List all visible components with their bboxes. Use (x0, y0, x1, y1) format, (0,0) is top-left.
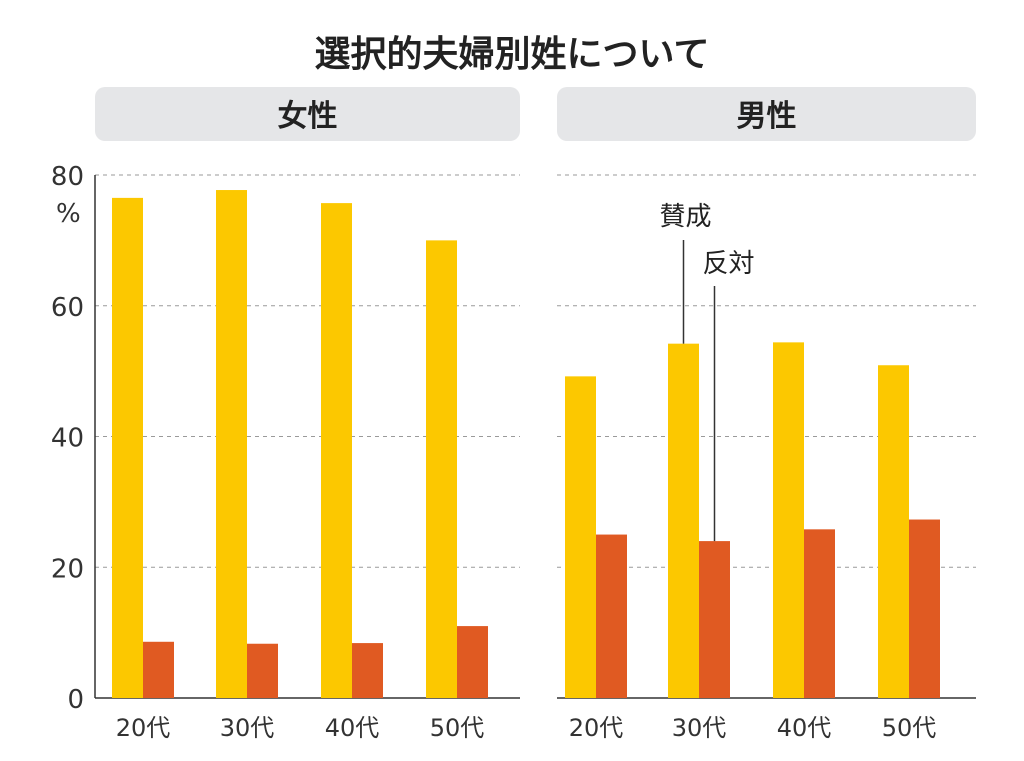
y-tick-label-80: 80 (51, 162, 84, 192)
bar-women-support-40代 (321, 203, 352, 698)
y-tick-label-20: 20 (51, 554, 84, 584)
bar-men-oppose-40代 (804, 529, 835, 698)
bar-men-support-30代 (668, 343, 699, 698)
bar-women-support-30代 (216, 190, 247, 698)
y-tick-label-0: 0 (67, 685, 84, 715)
bar-men-oppose-20代 (596, 534, 627, 698)
bar-women-oppose-30代 (247, 643, 278, 698)
chart-title: 選択的夫婦別姓について (315, 34, 710, 75)
y-unit-label: % (56, 199, 81, 229)
bar-men-support-20代 (565, 376, 596, 698)
panel-title-women: 女性 (278, 99, 338, 134)
x-tick-label-men-50代: 50代 (882, 714, 937, 742)
x-tick-label-women-20代: 20代 (116, 714, 171, 742)
bar-men-support-50代 (878, 365, 909, 698)
x-tick-label-women-40代: 40代 (325, 714, 380, 742)
x-tick-label-men-30代: 30代 (672, 714, 727, 742)
bar-men-support-40代 (773, 342, 804, 698)
panel-women: 女性 0 20 40 60 80% 20代 30代 40代 50代 (51, 87, 520, 742)
bar-men-oppose-30代 (699, 541, 730, 698)
bar-women-oppose-50代 (457, 626, 488, 698)
y-tick-label-40: 40 (51, 424, 84, 454)
x-tick-label-men-40代: 40代 (777, 714, 832, 742)
x-tick-label-women-50代: 50代 (430, 714, 485, 742)
x-tick-label-women-30代: 30代 (220, 714, 275, 742)
callout-label-support: 賛成 (659, 202, 711, 232)
x-tick-label-men-20代: 20代 (569, 714, 624, 742)
panel-header-men (557, 87, 976, 141)
panel-header-women (95, 87, 520, 141)
bar-women-oppose-40代 (352, 643, 383, 698)
panels-layer: 女性 0 20 40 60 80% 20代 30代 40代 50代 男性 20代 30代 40代 50代 賛成… (51, 87, 976, 742)
bar-women-support-20代 (112, 197, 143, 698)
panel-title-men: 男性 (737, 99, 797, 134)
bar-women-support-50代 (426, 240, 457, 698)
bar-men-oppose-50代 (909, 519, 940, 698)
callout-label-oppose: 反対 (702, 249, 754, 279)
bar-women-oppose-20代 (143, 641, 174, 698)
y-tick-label-60: 60 (51, 293, 84, 323)
